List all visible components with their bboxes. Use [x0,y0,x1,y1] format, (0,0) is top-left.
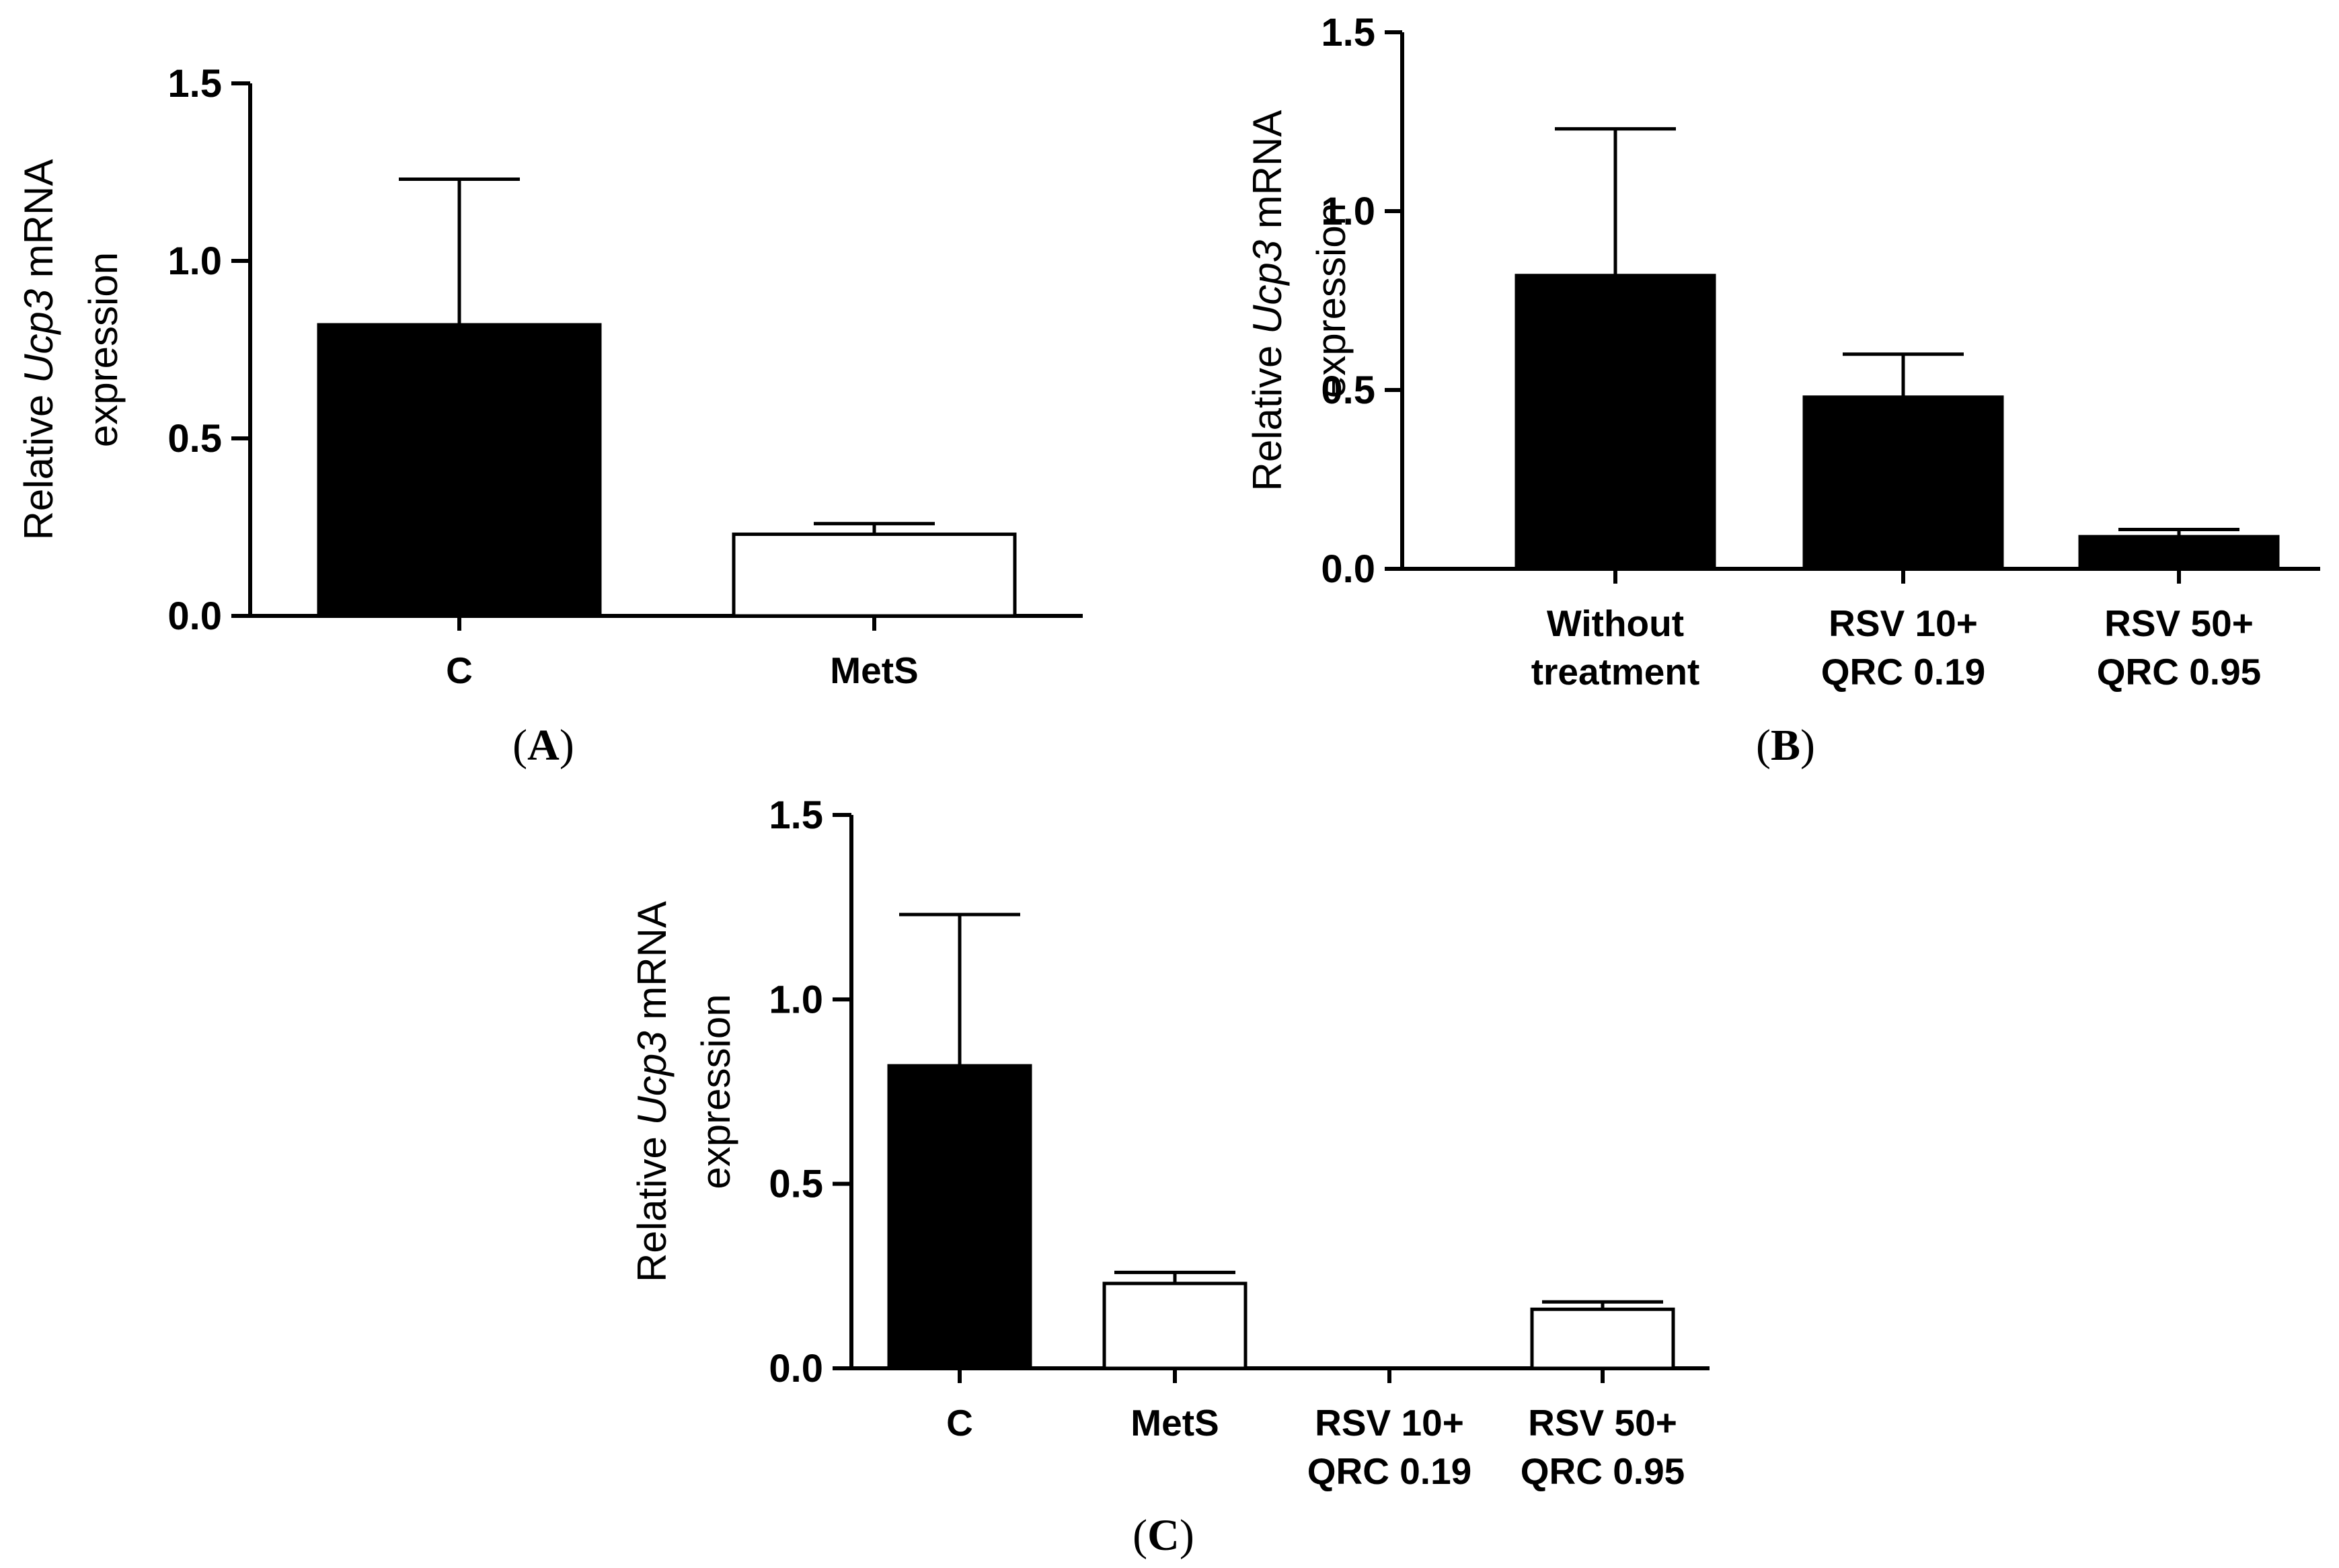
y-axis-label-line2: expression [81,252,126,447]
bar [2078,535,2280,571]
panel-caption: (B) [1756,721,1815,770]
panel-caption: (C) [1133,1511,1194,1560]
y-tick-label: 1.5 [769,793,823,837]
category-label: Without treatment [1531,602,1700,693]
chart-panel-a: 0.0 0.5 1.0 1.5 C MetS Relative Ucp3 mRNA expre… [16,62,1083,770]
bar [1530,1307,1675,1370]
y-tick-label: 1.0 [769,978,823,1021]
bar [1514,274,1716,571]
y-tick-label: 0.5 [1321,368,1375,412]
y-tick-label: 1.0 [1321,190,1375,233]
y-tick-label: 0.5 [769,1163,823,1206]
bar [887,1064,1032,1370]
category-label: C [946,1402,973,1444]
category-label: RSV 10+ QRC 0.19 [1821,602,1986,693]
category-label: MetS [830,650,918,691]
bar [732,533,1017,618]
y-axis-label: Relative Ucp3 mRNA [1245,110,1290,492]
category-label: RSV 50+ QRC 0.95 [2097,602,2262,693]
y-tick-label: 1.0 [167,239,222,283]
bar [1102,1282,1248,1370]
y-axis-label: Relative Ucp3 mRNA [16,159,61,541]
y-axis-label: Relative Ucp3 mRNA [629,901,675,1282]
y-tick-label: 1.5 [167,62,222,106]
bar [317,323,602,618]
category-label: C [446,650,473,691]
category-label: RSV 50+ QRC 0.95 [1521,1402,1685,1492]
y-tick-label: 1.5 [1321,11,1375,54]
category-label: MetS [1130,1402,1219,1444]
y-tick-label: 0.5 [167,417,222,461]
y-tick-label: 0.0 [167,594,222,638]
bar [1802,395,2004,571]
chart-panel-b: 0.0 0.5 1.0 1.5 Without treatment RSV 10+ QRC 0… [1245,11,2320,770]
panel-caption: (A) [512,721,574,770]
y-tick-label: 0.0 [1321,547,1375,591]
y-axis-label-line2: expression [693,994,738,1189]
y-tick-label: 0.0 [769,1347,823,1390]
y-axis-label-line2: expression [1309,203,1354,398]
chart-panel-c: 0.0 0.5 1.0 1.5 C MetS RSV 10+ QRC 0.19 RSV 50+ Q… [629,793,1710,1560]
category-label: RSV 10+ QRC 0.19 [1307,1402,1472,1492]
